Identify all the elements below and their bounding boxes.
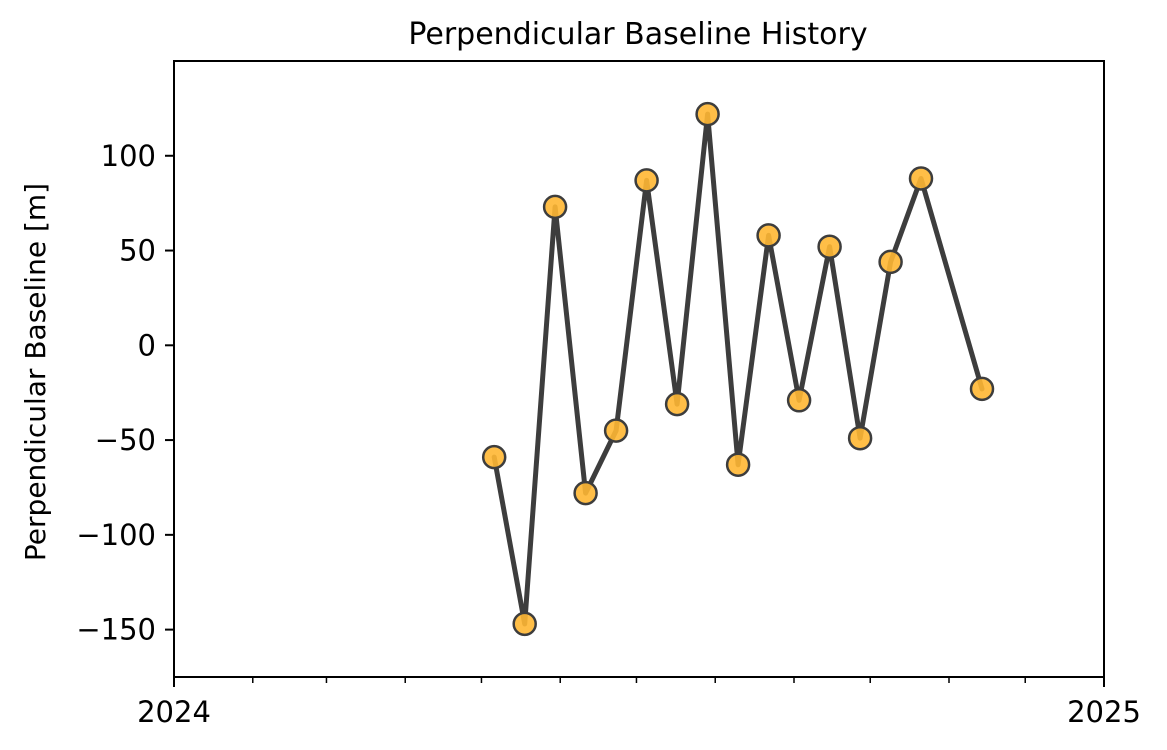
data-point (573, 480, 598, 506)
data-point (512, 611, 537, 637)
y-tick-label: 0 (138, 328, 156, 362)
data-point (786, 388, 812, 413)
data-point (908, 166, 934, 191)
chart-title: Perpendicular Baseline History (408, 17, 867, 52)
x-tick-label: 2025 (1067, 695, 1141, 729)
y-tick-label: 50 (119, 234, 156, 268)
data-point (878, 249, 903, 275)
data-point (542, 194, 568, 220)
data-point (969, 376, 995, 402)
y-tick-label: 100 (101, 139, 156, 173)
data-point (603, 418, 629, 443)
data-point (481, 444, 507, 470)
series-line (491, 111, 985, 627)
y-tick-label: −100 (76, 518, 156, 552)
data-point (756, 223, 781, 248)
y-axis-label: Perpendicular Baseline [m] (19, 183, 52, 561)
plot-frame (173, 60, 1105, 678)
y-tick-label: −150 (76, 613, 156, 647)
x-tick-label: 2024 (137, 695, 211, 729)
data-point (817, 234, 842, 259)
data-point (725, 452, 751, 477)
data-point (847, 425, 873, 451)
y-tick-label: −50 (95, 423, 156, 457)
data-point (695, 101, 720, 127)
plot-area: −150 −100 −50 0 50 100 2024 2025 (76, 101, 1141, 729)
data-point (634, 168, 659, 193)
data-point (664, 391, 690, 417)
